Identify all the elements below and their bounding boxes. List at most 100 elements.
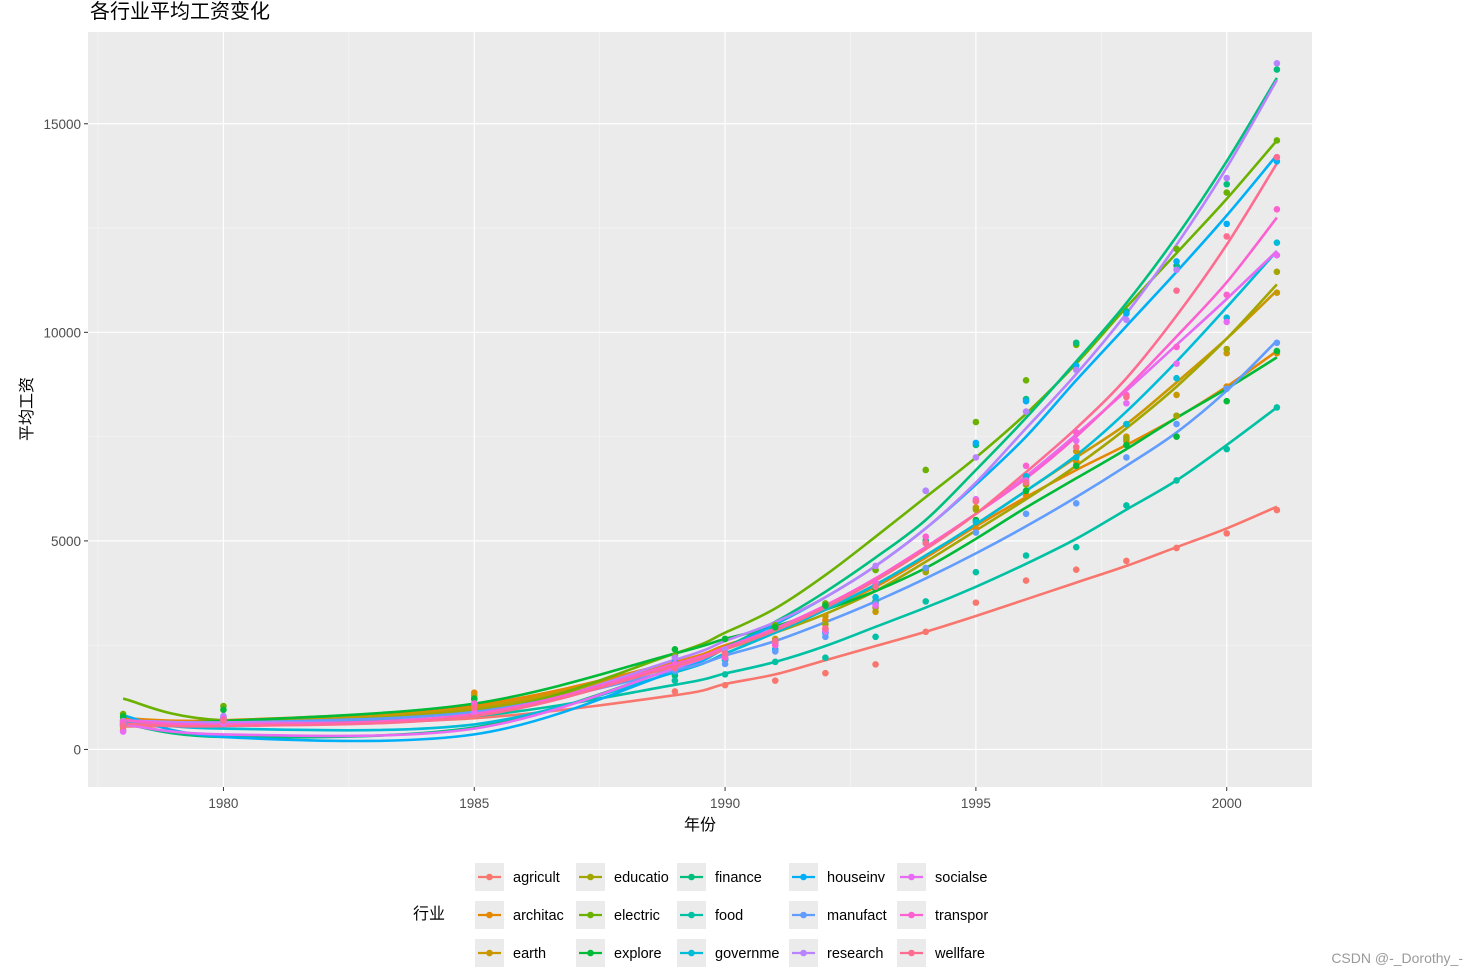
- point-food: [1223, 445, 1231, 453]
- watermark: CSDN @-_Dorothy_-: [1331, 950, 1463, 966]
- legend-key-point: [908, 873, 915, 881]
- point-explore: [822, 602, 829, 609]
- point-houseinv: [1123, 310, 1130, 317]
- legend-label: research: [827, 946, 883, 962]
- point-food: [771, 658, 779, 666]
- point-transpor: [1072, 429, 1080, 436]
- point-agricult: [1173, 544, 1180, 552]
- legend-key-point: [486, 911, 493, 919]
- point-wellfare: [1173, 287, 1180, 294]
- point-explore: [220, 706, 227, 714]
- point-agricult: [972, 599, 980, 606]
- legend-item-governme: governme: [677, 939, 779, 967]
- legend-item-research: research: [789, 939, 883, 967]
- point-transpor: [1223, 291, 1231, 299]
- point-explore: [119, 713, 127, 720]
- point-manufact: [1022, 510, 1030, 518]
- point-manufact: [771, 648, 779, 655]
- x-tick-label: 2000: [1212, 796, 1242, 811]
- legend-key-point: [800, 949, 807, 957]
- point-wellfare: [771, 637, 779, 645]
- point-socialse: [1273, 251, 1281, 259]
- point-educatio: [1173, 412, 1180, 420]
- y-tick-label: 10000: [43, 325, 81, 340]
- point-electric: [922, 466, 930, 474]
- legend-item-architac: architac: [475, 901, 564, 929]
- point-finance: [1072, 339, 1080, 347]
- legend-key-point: [908, 949, 915, 957]
- point-research: [922, 487, 930, 495]
- point-wellfare: [872, 583, 879, 591]
- point-governme: [1273, 239, 1281, 246]
- legend-key-point: [688, 911, 695, 919]
- point-houseinv: [1223, 220, 1231, 228]
- point-agricult: [1223, 530, 1231, 537]
- point-research: [872, 562, 879, 570]
- trend-line-governme: [122, 250, 1278, 732]
- point-food: [1072, 543, 1080, 551]
- point-houseinv: [972, 439, 980, 447]
- legend-label: earth: [513, 946, 546, 962]
- point-wellfare: [822, 625, 829, 632]
- point-educatio: [972, 506, 980, 513]
- point-socialse: [1223, 318, 1231, 326]
- point-food: [972, 568, 980, 576]
- y-axis-title: 平均工资: [17, 377, 36, 441]
- point-houseinv: [1022, 397, 1030, 405]
- point-socialse: [1123, 399, 1130, 407]
- point-governme: [872, 593, 879, 601]
- point-wellfare: [1123, 393, 1130, 401]
- legend-key-point: [800, 911, 807, 919]
- point-explore: [721, 635, 729, 643]
- legend: 行业 agricult architac earth educatio electric…: [413, 863, 988, 967]
- point-explore: [1072, 462, 1080, 470]
- legend-item-wellfare: wellfare: [897, 939, 985, 967]
- point-electric: [1022, 377, 1030, 384]
- y-tick-label: 15000: [43, 117, 81, 132]
- point-governme: [972, 518, 980, 526]
- legend-key-point: [587, 911, 594, 919]
- legend-key-point: [486, 873, 493, 881]
- point-governme: [1123, 420, 1130, 428]
- point-manufact: [822, 633, 829, 641]
- point-food: [1022, 552, 1030, 559]
- y-tick-label: 0: [73, 742, 81, 757]
- point-food: [1173, 477, 1180, 484]
- legend-label: wellfare: [934, 946, 985, 962]
- point-manufact: [1223, 385, 1231, 392]
- legend-key-point: [486, 949, 493, 957]
- legend-label: electric: [614, 908, 660, 924]
- point-agricult: [822, 669, 829, 677]
- point-socialse: [1072, 437, 1080, 445]
- point-food: [671, 677, 679, 684]
- point-governme: [1173, 374, 1180, 382]
- legend-item-agricult: agricult: [475, 863, 560, 891]
- point-manufact: [1072, 500, 1080, 507]
- point-earth: [822, 612, 829, 620]
- point-wellfare: [1273, 153, 1281, 161]
- legend-item-finance: finance: [677, 863, 762, 891]
- point-houseinv: [1173, 258, 1180, 265]
- legend-label: manufact: [827, 908, 887, 924]
- point-earth: [1173, 391, 1180, 399]
- legend-label: food: [715, 908, 743, 924]
- point-governme: [1072, 454, 1080, 461]
- legend-label: explore: [614, 946, 662, 962]
- point-educatio: [1123, 435, 1130, 442]
- point-research: [1223, 174, 1231, 182]
- point-research: [1273, 59, 1281, 67]
- legend-item-electric: electric: [576, 901, 660, 929]
- point-socialse: [1173, 360, 1180, 367]
- legend-label: educatio: [614, 870, 669, 886]
- x-axis-title: 年份: [684, 815, 716, 834]
- legend-key-point: [908, 911, 915, 919]
- legend-title: 行业: [413, 904, 445, 923]
- x-tick-label: 1995: [961, 796, 991, 811]
- point-wellfare: [1223, 233, 1231, 240]
- legend-key-point: [587, 949, 594, 957]
- point-manufact: [1173, 420, 1180, 428]
- point-food: [1123, 502, 1130, 509]
- point-wellfare: [1022, 479, 1030, 486]
- x-tick-label: 1990: [710, 796, 740, 811]
- legend-item-educatio: educatio: [576, 863, 669, 891]
